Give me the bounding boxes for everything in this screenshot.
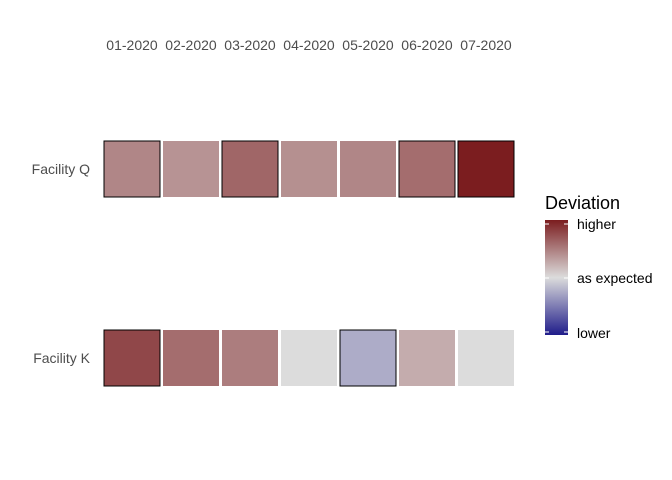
legend-colorbar — [545, 220, 568, 335]
legend-ticks — [545, 223, 568, 333]
y-tick-label: Facility K — [33, 350, 90, 366]
heatmap-tile — [221, 140, 279, 198]
heatmap-tile — [163, 141, 219, 197]
y-tick-label: Facility Q — [32, 161, 90, 177]
x-axis-labels: 01-2020 02-2020 03-2020 04-2020 05-2020 06-20… — [106, 37, 512, 53]
legend-label-lower: lower — [577, 325, 611, 341]
heatmap-tile — [399, 330, 455, 386]
y-axis-labels: Facility Q Facility K — [32, 161, 91, 366]
legend-title: Deviation — [545, 193, 620, 213]
heatmap-tile — [103, 329, 161, 387]
heatmap-tile — [340, 141, 396, 197]
heatmap-tile — [457, 140, 515, 198]
x-tick-label: 03-2020 — [224, 37, 276, 53]
x-tick-label: 06-2020 — [401, 37, 453, 53]
heatmap-tile — [281, 330, 337, 386]
heatmap-tile — [163, 330, 219, 386]
heatmap-tile — [339, 329, 397, 387]
heatmap-tile — [281, 141, 337, 197]
x-tick-label: 04-2020 — [283, 37, 335, 53]
legend: Deviation higher as expected lower — [545, 193, 653, 341]
x-tick-label: 02-2020 — [165, 37, 217, 53]
heatmap-tile — [222, 330, 278, 386]
heatmap-tile — [398, 140, 456, 198]
heatmap-tile — [458, 330, 514, 386]
x-tick-label: 05-2020 — [342, 37, 394, 53]
heatmap-tiles — [103, 140, 515, 387]
legend-label-as-expected: as expected — [577, 270, 653, 286]
heatmap-tile — [103, 140, 161, 198]
x-tick-label: 01-2020 — [106, 37, 158, 53]
legend-label-higher: higher — [577, 216, 616, 232]
x-tick-label: 07-2020 — [460, 37, 512, 53]
